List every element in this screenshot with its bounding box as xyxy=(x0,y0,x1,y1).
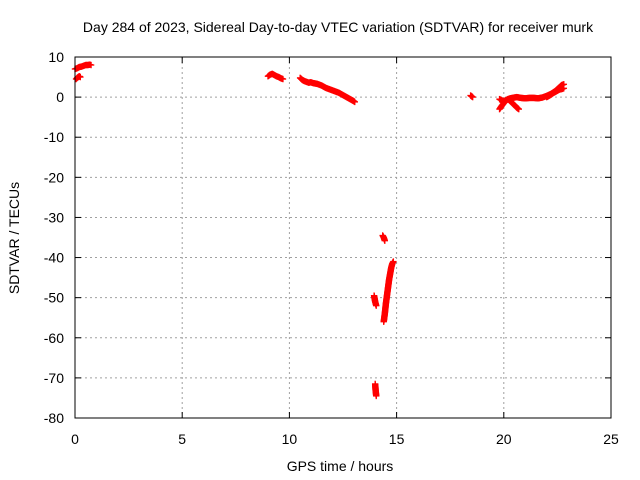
plot-frame xyxy=(74,56,612,419)
y-tick-label: 10 xyxy=(48,49,64,65)
data-point xyxy=(351,98,358,106)
y-tick-label: -20 xyxy=(44,169,64,185)
data-point xyxy=(87,61,95,69)
y-tick-label: -80 xyxy=(44,410,64,426)
y-axis-label: SDTVAR / TECUs xyxy=(6,182,22,294)
y-tick-label: -70 xyxy=(44,370,64,386)
data-point xyxy=(469,93,476,101)
x-tick-label: 5 xyxy=(178,431,186,447)
data-point xyxy=(390,258,397,265)
y-tick-label: -60 xyxy=(44,330,64,346)
x-tick-label: 15 xyxy=(389,431,405,447)
x-tick-label: 0 xyxy=(71,431,79,447)
data-point xyxy=(279,75,287,83)
x-tick-label: 25 xyxy=(603,431,619,447)
y-tick-label: 0 xyxy=(56,89,64,105)
x-tick-label: 10 xyxy=(282,431,298,447)
data-point xyxy=(560,85,568,92)
y-tick-label: -40 xyxy=(44,250,64,266)
x-axis-label: GPS time / hours xyxy=(287,458,394,474)
data-point xyxy=(515,105,523,113)
data-point xyxy=(373,392,380,400)
y-tick-label: -30 xyxy=(44,209,64,225)
x-tick-label: 20 xyxy=(496,431,512,447)
y-tick-label: -10 xyxy=(44,129,64,145)
chart-title: Day 284 of 2023, Sidereal Day-to-day VTE… xyxy=(83,19,594,35)
data-point xyxy=(77,73,84,81)
y-tick-label: -50 xyxy=(44,290,64,306)
data-points xyxy=(71,61,568,400)
data-point xyxy=(381,237,389,244)
data-point xyxy=(373,302,380,309)
